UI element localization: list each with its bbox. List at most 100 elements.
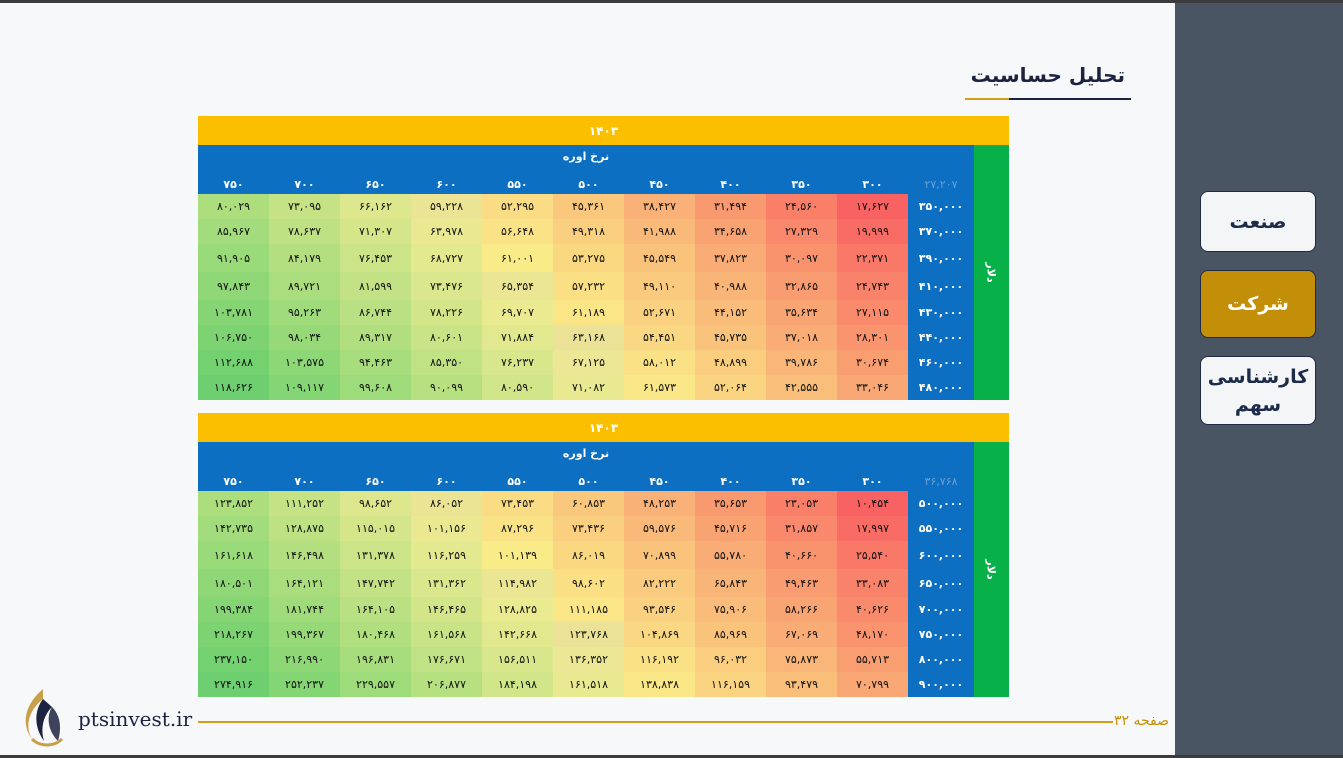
value-cell: ۷۳,۰۹۵ — [269, 194, 340, 219]
value-cell: ۱۰۴,۸۶۹ — [624, 622, 695, 647]
value-cell: ۱۱۱,۲۵۲ — [269, 491, 340, 516]
value-cell: ۱۶۱,۵۱۸ — [553, 672, 624, 697]
value-cell: ۸۶,۰۵۲ — [411, 491, 482, 516]
year-band: ۱۴۰۳ — [198, 116, 1009, 145]
value-cell: ۵۵,۷۱۳ — [837, 647, 908, 672]
value-cell: ۳۴,۶۵۸ — [695, 219, 766, 244]
table-row: ۷۵۰,۰۰۰ ۴۸,۱۷۰ ۶۷,۰۶۹ ۸۵,۹۶۹ ۱۰۴,۸۶۹ ۱۲۳,۷۶۸ ۱… — [198, 622, 974, 647]
value-cell: ۶۷,۰۶۹ — [766, 622, 837, 647]
value-cell: ۱۶۴,۱۲۱ — [269, 569, 340, 597]
column-header-cell: ۷۰۰ — [294, 178, 315, 191]
value-cell: ۳۵,۶۵۳ — [695, 491, 766, 516]
value-cell: ۱۲۸,۸۲۵ — [482, 597, 553, 622]
value-cell: ۹۷,۸۴۳ — [198, 272, 269, 300]
value-cell: ۴۵,۵۴۹ — [624, 244, 695, 272]
value-cell: ۷۵,۸۷۳ — [766, 647, 837, 672]
nav-company-button[interactable]: شرکت — [1200, 270, 1316, 338]
title-underline — [965, 98, 1131, 100]
value-cell: ۸۲,۲۲۲ — [624, 569, 695, 597]
column-header-cell: ۳۵۰ — [791, 178, 812, 191]
row-header-cell: ۸۰۰,۰۰۰ — [908, 647, 974, 672]
value-cell: ۱۶۴,۱۰۵ — [340, 597, 411, 622]
value-cell: ۸۹,۷۲۱ — [269, 272, 340, 300]
row-header-cell: ۴۴۰,۰۰۰ — [908, 325, 974, 350]
value-cell: ۷۶,۲۳۷ — [482, 350, 553, 375]
value-cell: ۲۲,۳۷۱ — [837, 244, 908, 272]
table-row: ۴۱۰,۰۰۰ ۲۴,۷۴۳ ۳۲,۸۶۵ ۴۰,۹۸۸ ۴۹,۱۱۰ ۵۷,۲۳۲ ۶۵,… — [198, 272, 974, 300]
nav-industry-button[interactable]: صنعت — [1200, 191, 1316, 252]
value-cell: ۱۳۱,۳۷۸ — [340, 541, 411, 569]
value-cell: ۴۱,۹۸۸ — [624, 219, 695, 244]
value-cell: ۴۵,۷۱۶ — [695, 516, 766, 541]
value-cell: ۱۸۱,۷۴۴ — [269, 597, 340, 622]
value-cell: ۲۴,۵۶۰ — [766, 194, 837, 219]
year-band: ۱۴۰۳ — [198, 413, 1009, 442]
value-cell: ۲۸,۳۰۱ — [837, 325, 908, 350]
value-cell: ۱۸۰,۵۰۱ — [198, 569, 269, 597]
value-cell: ۲۱۶,۹۹۰ — [269, 647, 340, 672]
column-header-cell: ۵۵۰ — [507, 178, 528, 191]
value-cell: ۳۵,۶۳۴ — [766, 300, 837, 325]
row-header-cell: ۶۵۰,۰۰۰ — [908, 569, 974, 597]
value-cell: ۴۴,۱۵۲ — [695, 300, 766, 325]
value-cell: ۱۱۸,۶۲۶ — [198, 375, 269, 400]
page-number: صفحه ۳۲ — [1113, 713, 1169, 729]
value-cell: ۹۶,۰۳۲ — [695, 647, 766, 672]
value-cell: ۱۱۶,۱۹۲ — [624, 647, 695, 672]
value-cell: ۱۰۱,۱۵۶ — [411, 516, 482, 541]
value-cell: ۷۸,۲۲۶ — [411, 300, 482, 325]
website-link[interactable]: ptsinvest.ir — [78, 707, 193, 731]
row-header-cell: ۵۵۰,۰۰۰ — [908, 516, 974, 541]
value-cell: ۵۵,۷۸۰ — [695, 541, 766, 569]
value-cell: ۸۶,۰۱۹ — [553, 541, 624, 569]
column-header-cell: ۴۵۰ — [649, 178, 670, 191]
value-cell: ۸۵,۳۵۰ — [411, 350, 482, 375]
value-cell: ۶۵,۳۵۴ — [482, 272, 553, 300]
table-row: ۹۰۰,۰۰۰ ۷۰,۷۹۹ ۹۳,۴۷۹ ۱۱۶,۱۵۹ ۱۳۸,۸۳۸ ۱۶۱,۵۱۸… — [198, 672, 974, 697]
value-cell: ۷۶,۴۵۳ — [340, 244, 411, 272]
value-cell: ۳۷,۰۱۸ — [766, 325, 837, 350]
value-cell: ۹۰,۰۹۹ — [411, 375, 482, 400]
value-cell: ۱۹۹,۳۸۴ — [198, 597, 269, 622]
value-cell: ۵۲,۰۶۴ — [695, 375, 766, 400]
column-header-cell: ۵۵۰ — [507, 475, 528, 488]
row-header-cell: ۳۵۰,۰۰۰ — [908, 194, 974, 219]
value-cell: ۲۰۶,۸۷۷ — [411, 672, 482, 697]
column-header-cell: ۳۰۰ — [862, 178, 883, 191]
value-cell: ۵۲,۲۹۵ — [482, 194, 553, 219]
value-cell: ۱۳۸,۸۳۸ — [624, 672, 695, 697]
value-cell: ۱۰۱,۱۳۹ — [482, 541, 553, 569]
value-cell: ۱۹۹,۳۶۷ — [269, 622, 340, 647]
value-cell: ۱۷۶,۶۷۱ — [411, 647, 482, 672]
sensitivity-table-1: ۱۴۰۳ نرخ اوره ۲۷,۲۰۷ ۳۰۰ ۳۵۰ ۴۰۰ ۴۵۰ ۵۰۰ ۵۵۰ ۶۰۰ ۶… — [198, 116, 1009, 400]
value-cell: ۵۳,۲۷۵ — [553, 244, 624, 272]
table-row: ۳۷۰,۰۰۰ ۱۹,۹۹۹ ۲۷,۳۲۹ ۳۴,۶۵۸ ۴۱,۹۸۸ ۴۹,۳۱۸ ۵۶,… — [198, 219, 974, 244]
value-cell: ۶۳,۱۶۸ — [553, 325, 624, 350]
value-cell: ۱۷,۹۹۷ — [837, 516, 908, 541]
value-cell: ۴۹,۴۶۳ — [766, 569, 837, 597]
value-cell: ۹۳,۴۷۹ — [766, 672, 837, 697]
value-cell: ۱۴۲,۷۳۵ — [198, 516, 269, 541]
value-cell: ۲۱۸,۲۶۷ — [198, 622, 269, 647]
column-header-cell: ۵۰۰ — [578, 178, 599, 191]
value-cell: ۷۳,۴۳۶ — [553, 516, 624, 541]
column-header-cell: ۶۰۰ — [436, 178, 457, 191]
column-header-cell: ۴۰۰ — [720, 178, 741, 191]
value-cell: ۶۶,۱۶۲ — [340, 194, 411, 219]
title-underline-accent — [965, 98, 1009, 100]
corner-base-value: ۳۶,۷۶۸ — [924, 475, 958, 488]
value-cell: ۲۷,۱۱۵ — [837, 300, 908, 325]
value-cell: ۷۱,۰۸۲ — [553, 375, 624, 400]
column-header-cell: ۶۵۰ — [365, 178, 386, 191]
value-cell: ۹۴,۴۶۳ — [340, 350, 411, 375]
value-cell: ۳۳,۰۸۳ — [837, 569, 908, 597]
value-cell: ۱۹,۹۹۹ — [837, 219, 908, 244]
value-cell: ۱۱۲,۶۸۸ — [198, 350, 269, 375]
value-cell: ۸۴,۱۷۹ — [269, 244, 340, 272]
nav-stock-analysis-button[interactable]: کارشناسی سهم — [1200, 356, 1316, 425]
table-row: ۵۵۰,۰۰۰ ۱۷,۹۹۷ ۳۱,۸۵۷ ۴۵,۷۱۶ ۵۹,۵۷۶ ۷۳,۴۳۶ ۸۷,… — [198, 516, 974, 541]
value-cell: ۴۵,۳۶۱ — [553, 194, 624, 219]
value-cell: ۶۱,۱۸۹ — [553, 300, 624, 325]
value-cell: ۱۶۱,۵۶۸ — [411, 622, 482, 647]
nav-analysis-label-line2: سهم — [1234, 393, 1282, 416]
